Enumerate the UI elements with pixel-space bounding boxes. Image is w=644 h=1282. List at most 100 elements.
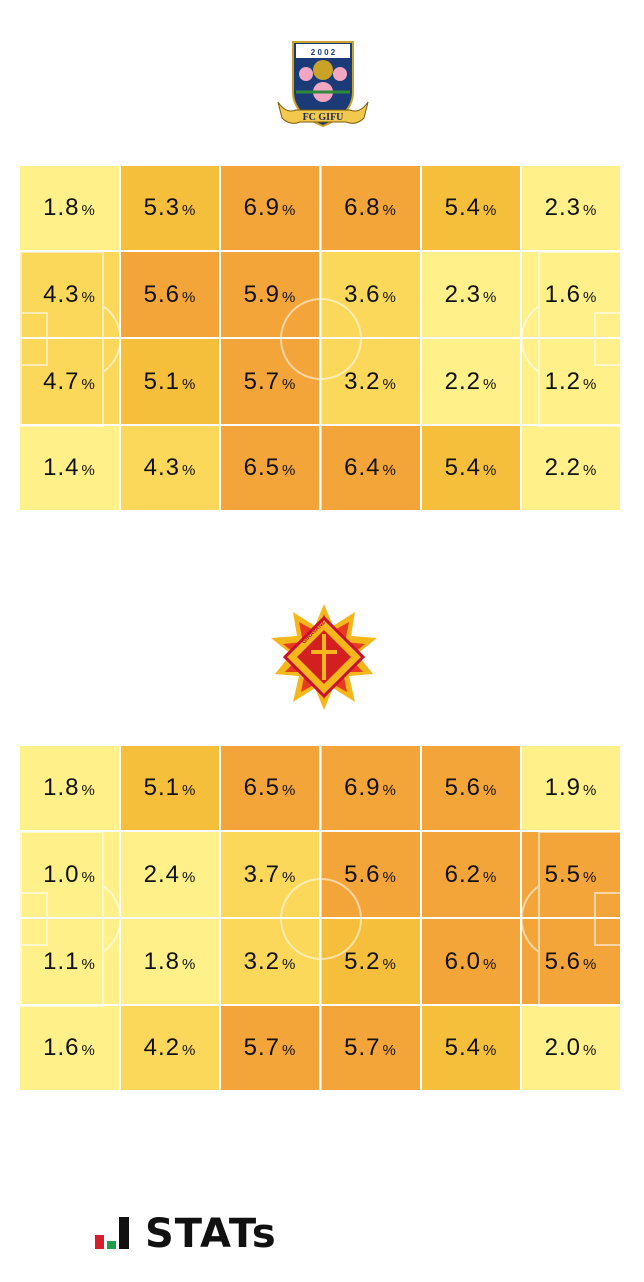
cell-unit: % xyxy=(382,1042,397,1059)
cell-value: 3.2 xyxy=(344,367,381,395)
heatmap-cell: 2.3% xyxy=(522,166,620,250)
cell-unit: % xyxy=(483,375,498,393)
heatmap-cell: 3.6% xyxy=(321,252,420,337)
svg-text:2 0 0 2: 2 0 0 2 xyxy=(311,48,336,57)
cell-value: 5.4 xyxy=(444,1034,482,1061)
svg-text:FC GIFU: FC GIFU xyxy=(303,112,344,123)
cell-value: 6.9 xyxy=(344,774,381,801)
cell-value: 4.7 xyxy=(43,367,80,395)
cell-unit: % xyxy=(182,1042,197,1059)
cell-unit: % xyxy=(182,955,197,973)
heatmap-cell: 5.2% xyxy=(321,919,420,1004)
cell-value: 5.4 xyxy=(444,454,482,481)
heatmap-cell: 3.2% xyxy=(321,339,420,424)
cell-value: 3.2 xyxy=(243,947,281,975)
heatmap-cell: 5.4% xyxy=(422,426,520,510)
heatmap-cell: 5.1% xyxy=(121,339,219,424)
cell-value: 5.2 xyxy=(344,947,381,975)
heatmap-cell: 1.9% xyxy=(522,746,620,830)
cell-value: 5.6 xyxy=(444,774,482,801)
heatmap-grid-1: 1.8% 5.3% 6.9% 6.8% 5.4% 2.3% 4.3% 5.6% 5.9% 3.6%… xyxy=(20,166,622,512)
cell-value: 6.2 xyxy=(444,860,482,888)
heatmap-cell: 6.9% xyxy=(221,166,319,250)
cell-value: 2.3 xyxy=(444,280,482,308)
heatmap-cell: 2.3% xyxy=(422,252,520,337)
cell-unit: % xyxy=(382,868,397,886)
heatmap-cell: 5.7% xyxy=(221,339,319,424)
cell-unit: % xyxy=(382,955,397,973)
cell-value: 5.7 xyxy=(243,1034,281,1061)
heatmap-cell: 5.4% xyxy=(422,1006,520,1090)
heatmap-cell: 2.2% xyxy=(522,426,620,510)
cell-value: 5.7 xyxy=(243,367,281,395)
cell-value: 3.6 xyxy=(344,280,381,308)
cell-unit: % xyxy=(483,1042,498,1059)
heatmap-cell: 5.6% xyxy=(422,746,520,830)
heatmap-cell: 5.6% xyxy=(121,252,219,337)
heatmap-team-2: 1.8% 5.1% 6.5% 6.9% 5.6% 1.9% 1.0% 2.4% 3.7% 5.6%… xyxy=(20,746,622,1092)
cell-unit: % xyxy=(583,782,598,799)
cell-value: 4.3 xyxy=(43,280,80,308)
cell-value: 4.2 xyxy=(143,1034,181,1061)
cell-unit: % xyxy=(182,782,197,799)
cell-unit: % xyxy=(282,462,297,479)
cell-unit: % xyxy=(81,462,96,479)
heatmap-cell: 3.7% xyxy=(221,832,319,917)
cell-value: 5.6 xyxy=(544,947,582,975)
cell-unit: % xyxy=(81,868,96,886)
heatmap-cell: 4.3% xyxy=(121,426,219,510)
pitch-lines-2 xyxy=(20,746,622,1092)
cell-unit: % xyxy=(583,1042,598,1059)
cell-unit: % xyxy=(382,375,397,393)
cell-unit: % xyxy=(583,462,598,479)
heatmap-cell: 2.0% xyxy=(522,1006,620,1090)
heatmap-cell: 6.0% xyxy=(422,919,520,1004)
cell-value: 1.9 xyxy=(544,774,582,801)
heatmap-cell: 2.2% xyxy=(422,339,520,424)
cell-value: 5.6 xyxy=(143,280,181,308)
cell-value: 1.2 xyxy=(544,367,582,395)
cell-value: 1.0 xyxy=(43,860,80,888)
cell-value: 5.4 xyxy=(444,194,482,221)
heatmap-cell: 5.9% xyxy=(221,252,319,337)
cell-value: 1.8 xyxy=(43,194,80,221)
cell-value: 6.8 xyxy=(344,194,381,221)
cell-unit: % xyxy=(483,782,498,799)
heatmap-cell: 5.3% xyxy=(121,166,219,250)
cell-value: 5.1 xyxy=(143,367,181,395)
heatmap-cell: 5.7% xyxy=(321,1006,420,1090)
stats-bars-icon xyxy=(95,1217,129,1249)
cell-value: 5.7 xyxy=(344,1034,381,1061)
heatmap-cell: 6.2% xyxy=(422,832,520,917)
heatmap-cell: 1.8% xyxy=(121,919,219,1004)
heatmap-cell: 1.6% xyxy=(20,1006,119,1090)
cell-unit: % xyxy=(483,202,498,219)
heatmap-cell: 5.7% xyxy=(221,1006,319,1090)
cell-value: 5.6 xyxy=(344,860,381,888)
cell-unit: % xyxy=(182,462,197,479)
cell-value: 1.6 xyxy=(43,1034,80,1061)
cell-unit: % xyxy=(282,288,297,306)
cell-value: 5.1 xyxy=(143,774,181,801)
heatmap-cell: 6.5% xyxy=(221,426,319,510)
cell-unit: % xyxy=(182,375,197,393)
cell-value: 1.8 xyxy=(43,774,80,801)
heatmap-cell: 5.1% xyxy=(121,746,219,830)
cell-unit: % xyxy=(382,462,397,479)
cell-value: 6.4 xyxy=(344,454,381,481)
cell-unit: % xyxy=(483,288,498,306)
cell-unit: % xyxy=(81,955,96,973)
heatmap-team-1: 1.8% 5.3% 6.9% 6.8% 5.4% 2.3% 4.3% 5.6% 5.9% 3.6%… xyxy=(20,166,622,512)
cell-unit: % xyxy=(282,202,297,219)
cell-value: 3.7 xyxy=(243,860,281,888)
cell-unit: % xyxy=(182,288,197,306)
cell-unit: % xyxy=(583,202,598,219)
heatmap-cell: 6.8% xyxy=(321,166,420,250)
cell-unit: % xyxy=(81,375,96,393)
fc-gifu-crest: 2 0 0 2 FC GIFU xyxy=(276,34,370,134)
cell-value: 5.3 xyxy=(143,194,181,221)
cell-unit: % xyxy=(382,288,397,306)
cell-value: 2.2 xyxy=(544,454,582,481)
cell-unit: % xyxy=(182,202,197,219)
cell-value: 6.5 xyxy=(243,774,281,801)
